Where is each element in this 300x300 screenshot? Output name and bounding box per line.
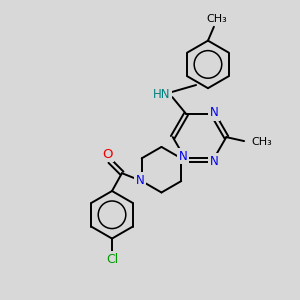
Text: CH₃: CH₃ bbox=[206, 14, 227, 24]
Text: Cl: Cl bbox=[106, 253, 118, 266]
Text: O: O bbox=[102, 148, 112, 161]
Text: N: N bbox=[179, 150, 188, 163]
Text: CH₃: CH₃ bbox=[251, 137, 272, 147]
Text: N: N bbox=[209, 106, 218, 119]
Text: N: N bbox=[135, 174, 144, 187]
Text: N: N bbox=[209, 155, 218, 168]
Text: HN: HN bbox=[153, 88, 170, 100]
